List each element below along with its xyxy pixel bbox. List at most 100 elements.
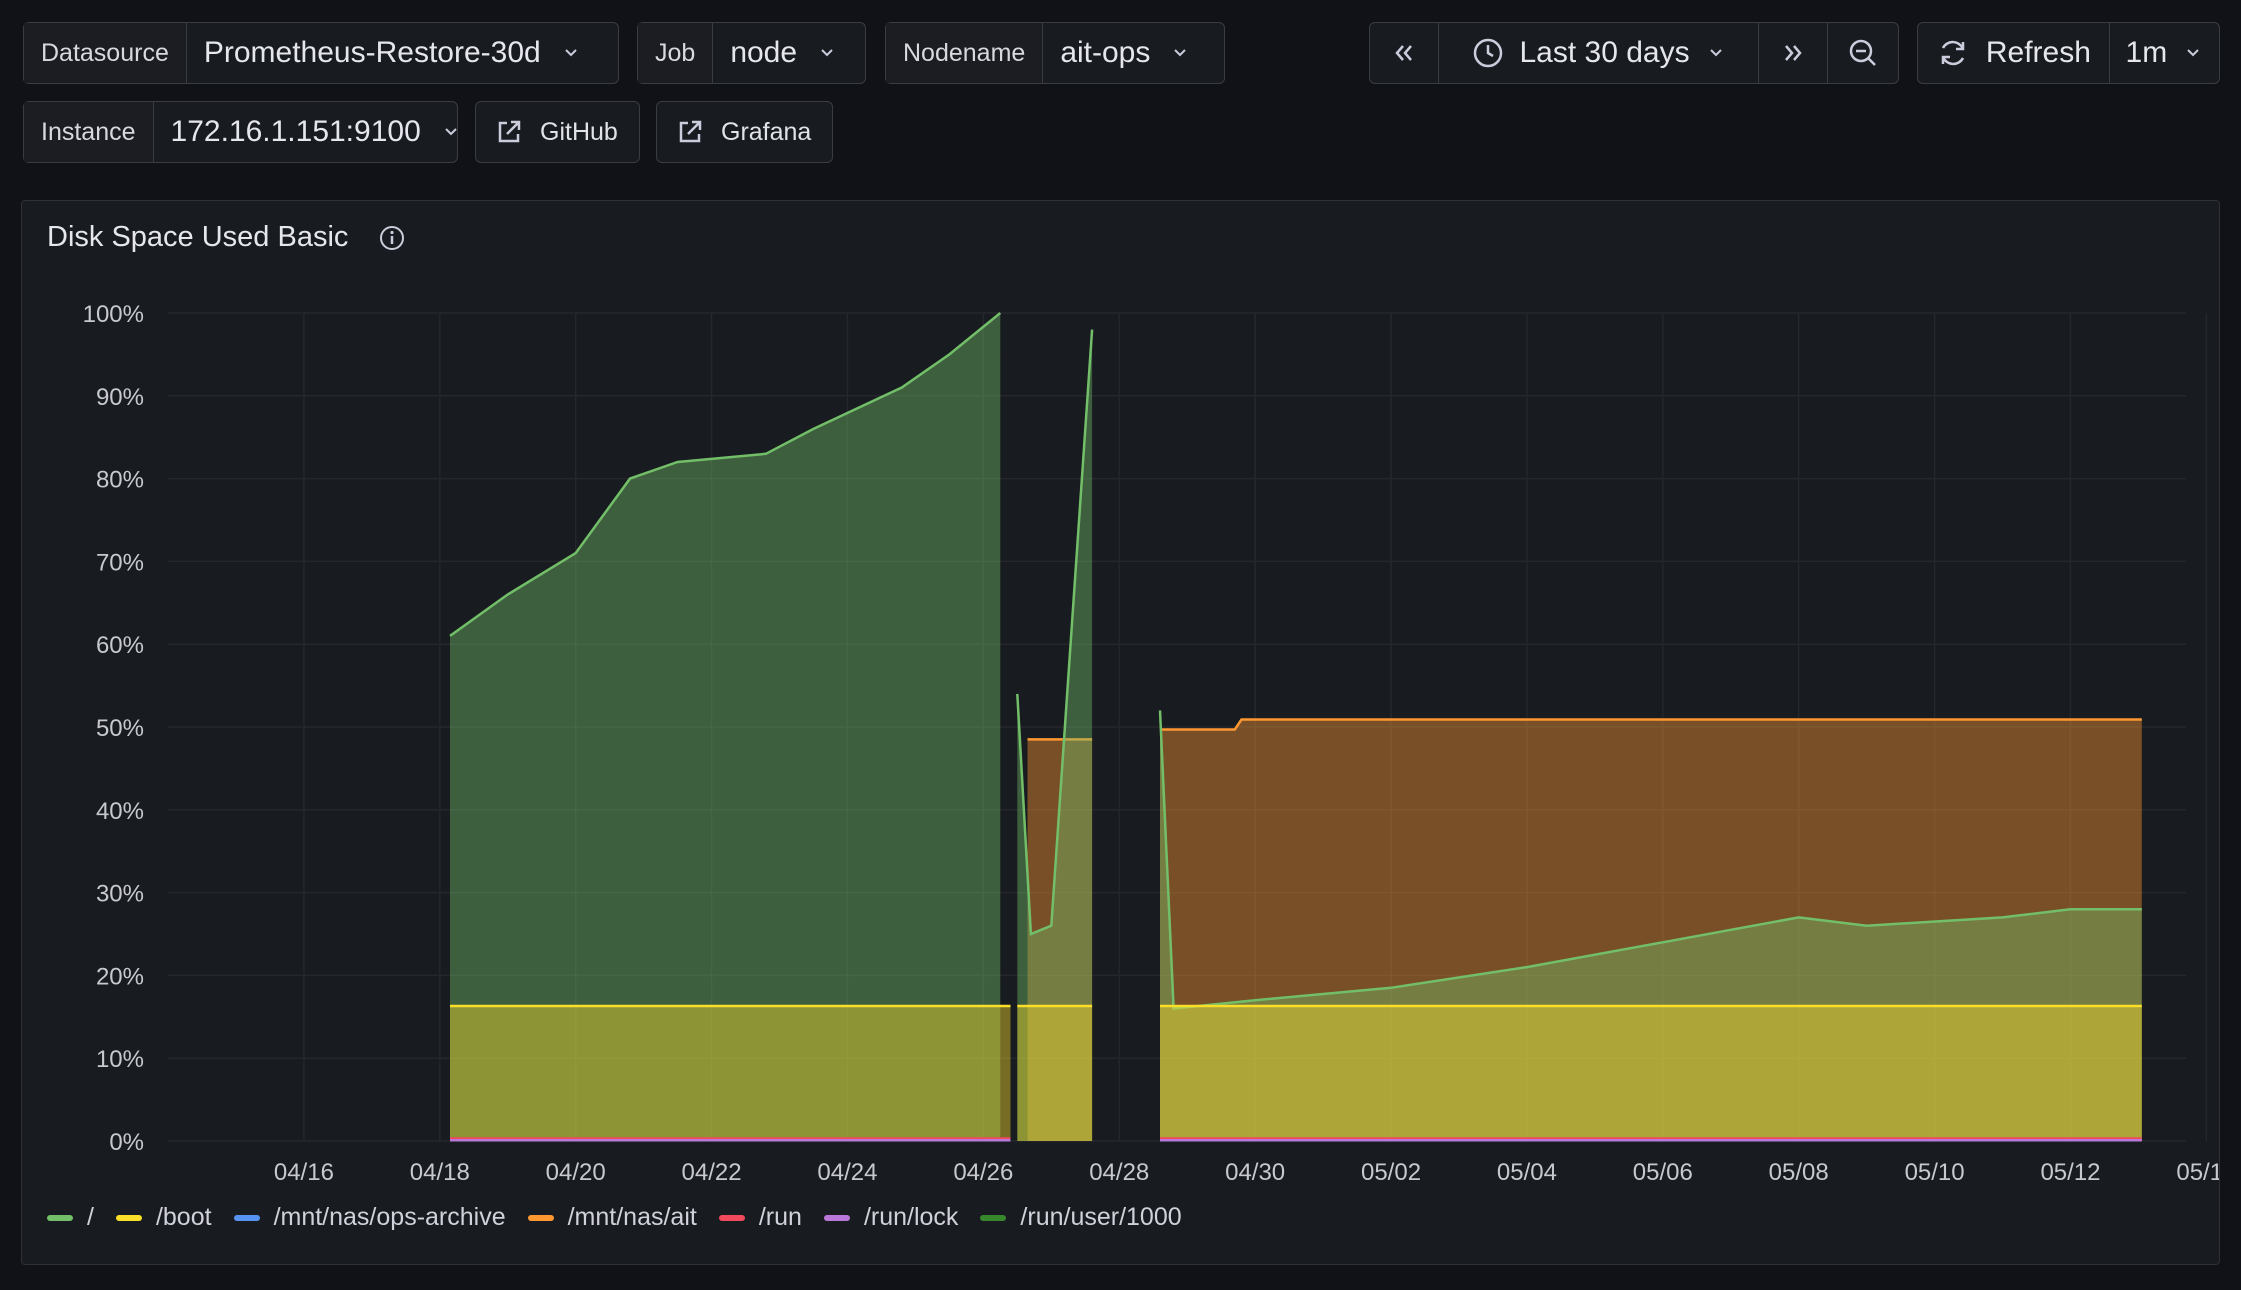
refresh-interval-value: 1m bbox=[2125, 36, 2168, 69]
double-chevron-right-icon bbox=[1785, 45, 1802, 61]
x-tick-label: 05/08 bbox=[1769, 1159, 1829, 1186]
series-line bbox=[1158, 710, 2142, 1010]
time-range-label: Last 30 days bbox=[1519, 36, 1690, 69]
disk-space-panel: 0% 10% 20% 30% 40% 50% 60% 70% 80% 90% 100% 04/16 04… bbox=[21, 200, 2220, 1265]
y-tick-label: 50% bbox=[96, 715, 144, 742]
legend-swatch bbox=[233, 1214, 260, 1221]
chevron-down-icon bbox=[445, 128, 457, 136]
github-link-button[interactable]: GitHub bbox=[475, 101, 640, 163]
x-tick-label: 04/20 bbox=[546, 1159, 606, 1186]
time-range-picker[interactable]: Last 30 days bbox=[1439, 23, 1760, 83]
x-tick-label: 05/06 bbox=[1633, 1159, 1693, 1186]
job-picker[interactable]: Job node bbox=[637, 22, 866, 84]
x-tick-label: 04/28 bbox=[1089, 1159, 1149, 1186]
legend-label: /mnt/nas/ait bbox=[567, 1203, 697, 1231]
x-tick-label: 05/02 bbox=[1361, 1159, 1421, 1186]
series-line bbox=[1016, 329, 1094, 936]
legend-item[interactable]: /run/lock bbox=[823, 1203, 959, 1232]
chevron-down-icon bbox=[1174, 49, 1187, 57]
shift-back-button[interactable] bbox=[1370, 23, 1439, 83]
zoom-out-button[interactable] bbox=[1828, 23, 1898, 83]
instance-value: 172.16.1.151:9100 bbox=[170, 115, 421, 148]
chevron-down-icon bbox=[564, 49, 577, 57]
y-tick-label: 40% bbox=[96, 798, 144, 825]
refresh-interval-picker[interactable]: 1m bbox=[2110, 23, 2219, 83]
x-tick-label: 04/18 bbox=[410, 1159, 470, 1186]
y-tick-label: 20% bbox=[96, 963, 144, 990]
x-tick-label: 05/12 bbox=[2040, 1159, 2100, 1186]
y-tick-label: 70% bbox=[96, 549, 144, 576]
panel-title: Disk Space Used Basic bbox=[47, 221, 349, 253]
datasource-value: Prometheus-Restore-30d bbox=[203, 36, 541, 69]
refresh-controls: Refresh 1m bbox=[1917, 22, 2220, 84]
job-value: node bbox=[730, 36, 798, 69]
datasource-picker[interactable]: Datasource Prometheus-Restore-30d bbox=[23, 22, 619, 84]
legend-label: /mnt/nas/ops-archive bbox=[273, 1203, 506, 1231]
shift-forward-button[interactable] bbox=[1759, 23, 1829, 83]
x-tick-label: 04/16 bbox=[274, 1159, 334, 1186]
legend-label: /run bbox=[758, 1203, 802, 1231]
legend-label: /run/user/1000 bbox=[1020, 1203, 1182, 1231]
legend-item[interactable]: /boot bbox=[115, 1203, 212, 1232]
legend-swatch bbox=[527, 1214, 554, 1221]
nodename-label: Nodename bbox=[886, 23, 1044, 83]
y-tick-label: 90% bbox=[96, 384, 144, 411]
info-icon[interactable] bbox=[378, 224, 406, 252]
series-area bbox=[1027, 739, 1093, 1141]
disk-space-chart[interactable]: 0% 10% 20% 30% 40% 50% 60% 70% 80% 90% 100% 04/16 04… bbox=[22, 201, 2219, 1264]
x-tick-label: 04/26 bbox=[953, 1159, 1013, 1186]
double-chevron-left-icon bbox=[1395, 45, 1412, 61]
series-area bbox=[1160, 1006, 2142, 1141]
legend-item[interactable]: /run/user/1000 bbox=[980, 1203, 1182, 1232]
series-area bbox=[450, 1006, 1011, 1141]
grafana-label: Grafana bbox=[721, 117, 812, 146]
series-area bbox=[1160, 719, 2142, 1141]
nodename-picker[interactable]: Nodename ait-ops bbox=[885, 22, 1225, 84]
x-tick-label: 04/30 bbox=[1225, 1159, 1285, 1186]
x-tick-label: 04/22 bbox=[682, 1159, 742, 1186]
chevron-down-icon bbox=[821, 49, 833, 57]
grafana-link-button[interactable]: Grafana bbox=[656, 101, 833, 163]
legend-swatch bbox=[47, 1214, 73, 1221]
series-area bbox=[450, 313, 1001, 1141]
y-tick-label: 0% bbox=[109, 1129, 144, 1156]
chart-legend: / /boot/mnt/nas/ops-archive/mnt/nas/ait/r… bbox=[47, 1203, 1182, 1232]
instance-picker[interactable]: Instance 172.16.1.151:9100 bbox=[23, 101, 458, 163]
time-controls: Last 30 days bbox=[1369, 22, 1899, 84]
chevron-down-icon bbox=[1709, 49, 1722, 57]
refresh-label: Refresh bbox=[1985, 36, 2091, 69]
y-tick-label: 30% bbox=[96, 881, 144, 908]
x-tick-label: 04/24 bbox=[817, 1159, 877, 1186]
series-line bbox=[1160, 718, 2142, 731]
legend-item[interactable]: / bbox=[47, 1203, 94, 1232]
legend-label: /run/lock bbox=[863, 1203, 959, 1231]
legend-item[interactable]: /run bbox=[718, 1203, 802, 1232]
external-link-icon bbox=[498, 120, 521, 143]
github-label: GitHub bbox=[540, 117, 618, 146]
series-area bbox=[1017, 1006, 1093, 1141]
legend-item[interactable]: /mnt/nas/ops-archive bbox=[233, 1203, 506, 1232]
legend-swatch bbox=[980, 1214, 1007, 1221]
refresh-button[interactable]: Refresh bbox=[1918, 23, 2110, 83]
legend-swatch bbox=[718, 1214, 745, 1221]
x-tick-label: 05/04 bbox=[1497, 1159, 1557, 1186]
legend-label: / bbox=[87, 1203, 94, 1231]
x-tick-label: 05/10 bbox=[1905, 1159, 1965, 1186]
zoom-out-icon bbox=[1849, 39, 1876, 66]
legend-item[interactable]: /mnt/nas/ait bbox=[527, 1203, 697, 1232]
chevron-down-icon bbox=[2187, 49, 2199, 57]
refresh-icon bbox=[1941, 40, 1965, 66]
nodename-value: ait-ops bbox=[1060, 36, 1151, 69]
y-tick-label: 60% bbox=[96, 632, 144, 659]
external-link-icon bbox=[679, 120, 702, 143]
job-label: Job bbox=[638, 23, 714, 83]
x-tick-label: 05/14 bbox=[2176, 1159, 2219, 1186]
y-tick-label: 10% bbox=[96, 1046, 144, 1073]
legend-label: /boot bbox=[155, 1203, 212, 1231]
series-line bbox=[449, 312, 1002, 637]
series-area bbox=[1017, 329, 1093, 1142]
datasource-label: Datasource bbox=[24, 23, 187, 83]
y-tick-label: 100% bbox=[83, 301, 144, 328]
legend-swatch bbox=[115, 1214, 142, 1221]
clock-icon bbox=[1473, 38, 1502, 68]
